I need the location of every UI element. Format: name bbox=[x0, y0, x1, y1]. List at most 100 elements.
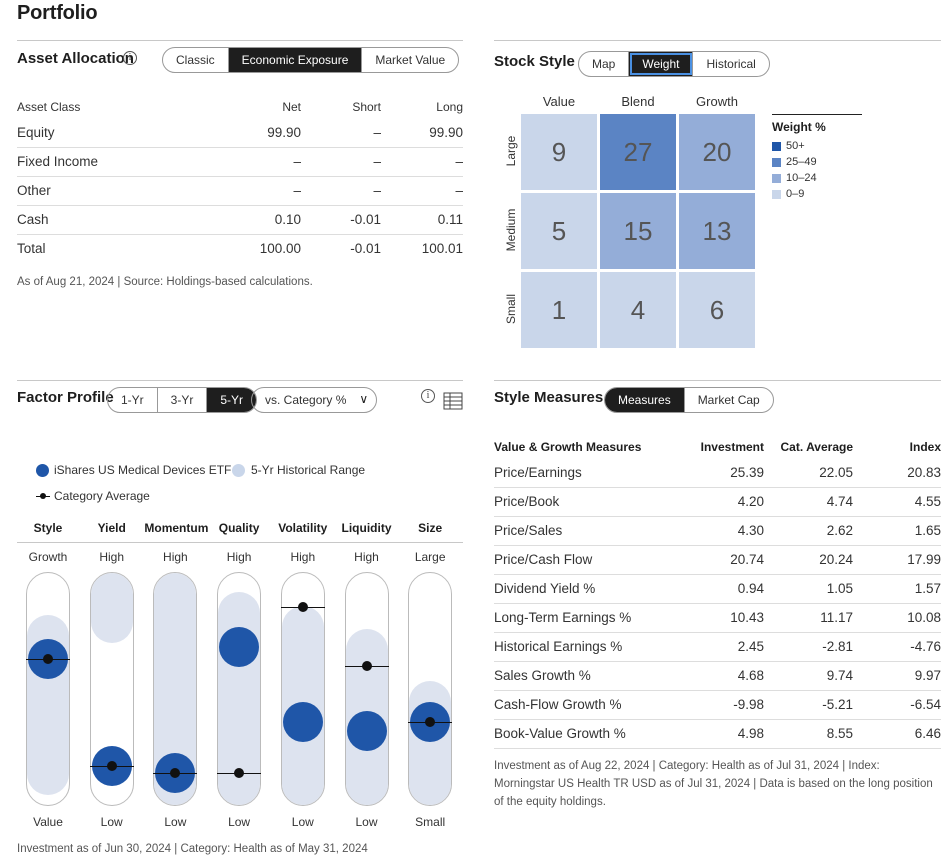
cell: Price/Book bbox=[494, 487, 674, 517]
column-header: Index bbox=[909, 440, 941, 454]
range-legend-label: 5-Yr Historical Range bbox=[251, 463, 366, 477]
style-box-cell: 4 bbox=[600, 272, 676, 348]
info-icon[interactable]: i bbox=[421, 389, 435, 403]
factor-name: Size bbox=[418, 521, 443, 535]
tab-measures[interactable]: Measures bbox=[605, 388, 685, 412]
legend-item: 10–24 bbox=[772, 172, 817, 184]
historical-range bbox=[90, 573, 133, 644]
factor-top-label: High bbox=[163, 550, 188, 564]
tab-weight[interactable]: Weight bbox=[629, 52, 694, 76]
tab-historical[interactable]: Historical bbox=[706, 57, 756, 71]
tab-3-yr[interactable]: 3-Yr bbox=[158, 388, 208, 412]
factor-bottom-label: Low bbox=[355, 815, 378, 829]
cell: 20.24 bbox=[764, 545, 853, 575]
cell: Price/Cash Flow bbox=[494, 545, 674, 575]
fund-legend-icon bbox=[36, 464, 49, 477]
cell: 10.43 bbox=[674, 603, 764, 633]
cell: Dividend Yield % bbox=[494, 574, 674, 604]
cell: 22.05 bbox=[764, 458, 853, 488]
table-row: Long-Term Earnings % 10.43 11.17 10.08 bbox=[494, 603, 941, 633]
legend-item: 50+ bbox=[772, 140, 805, 152]
cell: 0.94 bbox=[674, 574, 764, 604]
tab-market-value[interactable]: Market Value bbox=[375, 53, 446, 67]
table-row: Cash 0.10 -0.01 0.11 bbox=[17, 205, 463, 235]
style-box-cell: 15 bbox=[600, 193, 676, 269]
info-icon[interactable]: i bbox=[123, 51, 137, 65]
factor-top-label: High bbox=[99, 550, 125, 564]
factor-name: Liquidity bbox=[341, 521, 392, 535]
table-row: Price/Book 4.20 4.74 4.55 bbox=[494, 487, 941, 517]
cell: 2.62 bbox=[764, 516, 853, 546]
legend-item: 0–9 bbox=[772, 188, 804, 200]
tab-5-yr[interactable]: 5-Yr bbox=[207, 388, 257, 412]
cell: 1.05 bbox=[764, 574, 853, 604]
cell: -0.01 bbox=[301, 233, 381, 263]
cell: 1.57 bbox=[853, 574, 941, 604]
fund-legend-label: iShares US Medical Devices ETF bbox=[54, 463, 232, 477]
factor-profile-title: Factor Profile bbox=[17, 389, 114, 406]
cell: 8.55 bbox=[764, 719, 853, 749]
factor-top-label: High bbox=[290, 550, 316, 564]
cell: 9.97 bbox=[853, 661, 941, 691]
tab-map[interactable]: Map bbox=[579, 52, 630, 76]
fund-marker bbox=[346, 711, 387, 752]
tab-market-cap[interactable]: Market Cap bbox=[697, 393, 760, 407]
table-row: Price/Earnings 25.39 22.05 20.83 bbox=[494, 458, 941, 488]
factor-top-label: Large bbox=[414, 550, 446, 564]
cell: 4.20 bbox=[674, 487, 764, 517]
range-legend-icon bbox=[232, 464, 245, 477]
cell: Book-Value Growth % bbox=[494, 719, 674, 749]
cell: -5.21 bbox=[764, 690, 853, 720]
style-box-cell: 9 bbox=[521, 114, 597, 190]
fund-marker bbox=[219, 626, 260, 667]
legend-item: 25–49 bbox=[772, 156, 817, 168]
cell: Cash bbox=[17, 205, 157, 235]
asset-allocation-note: As of Aug 21, 2024 | Source: Holdings-ba… bbox=[17, 276, 313, 288]
divider bbox=[17, 542, 463, 543]
table-row: Equity 99.90–99.90 bbox=[17, 118, 463, 148]
swatch-icon bbox=[772, 157, 781, 167]
cell: – bbox=[301, 118, 381, 148]
stock-style-title: Stock Style bbox=[494, 53, 575, 70]
factor-name: Momentum bbox=[144, 521, 209, 535]
cell: -2.81 bbox=[764, 632, 853, 662]
cell: 99.90 bbox=[157, 118, 301, 148]
cell: 9.74 bbox=[764, 661, 853, 691]
page-title: Portfolio bbox=[17, 2, 98, 24]
swatch-icon bbox=[772, 173, 781, 183]
legend-title: Weight % bbox=[772, 120, 826, 134]
cell: – bbox=[157, 176, 301, 206]
factor-bottom-label: Low bbox=[164, 815, 187, 829]
column-header: Asset Class bbox=[17, 100, 81, 114]
factor-bottom-label: Low bbox=[291, 815, 314, 829]
factor-name: Style bbox=[33, 521, 63, 535]
cell: -0.01 bbox=[301, 205, 381, 235]
table-view-icon[interactable] bbox=[443, 392, 463, 410]
tab-1-yr[interactable]: 1-Yr bbox=[108, 388, 158, 412]
table-row: Book-Value Growth % 4.98 8.55 6.46 bbox=[494, 719, 941, 749]
factor-bottom-label: Low bbox=[228, 815, 251, 829]
tab-classic[interactable]: Classic bbox=[163, 48, 229, 72]
column-header: Net bbox=[282, 100, 301, 114]
asset-allocation-tabs: Classic Economic Exposure Market Value bbox=[162, 47, 460, 73]
cell: Equity bbox=[17, 118, 157, 148]
tab-economic-exposure[interactable]: Economic Exposure bbox=[228, 48, 363, 72]
category-marker bbox=[234, 768, 245, 779]
category-marker bbox=[43, 653, 53, 664]
cell: Cash-Flow Growth % bbox=[494, 690, 674, 720]
cell: 10.08 bbox=[853, 603, 941, 633]
factor-track bbox=[408, 572, 453, 806]
divider bbox=[494, 40, 941, 41]
table-row: Price/Sales 4.30 2.62 1.65 bbox=[494, 516, 941, 546]
cell: – bbox=[157, 147, 301, 177]
category-dropdown[interactable]: vs. Category % ∨ bbox=[251, 387, 378, 413]
cell: 17.99 bbox=[853, 545, 941, 575]
factor-bottom-label: Small bbox=[415, 815, 446, 829]
cell: 100.01 bbox=[381, 233, 463, 263]
category-marker bbox=[361, 660, 372, 671]
table-row: Dividend Yield % 0.94 1.05 1.57 bbox=[494, 574, 941, 604]
column-header: Long bbox=[436, 100, 463, 114]
category-legend-icon bbox=[40, 493, 46, 499]
swatch-icon bbox=[772, 189, 781, 199]
column-header: Investment bbox=[700, 440, 764, 454]
